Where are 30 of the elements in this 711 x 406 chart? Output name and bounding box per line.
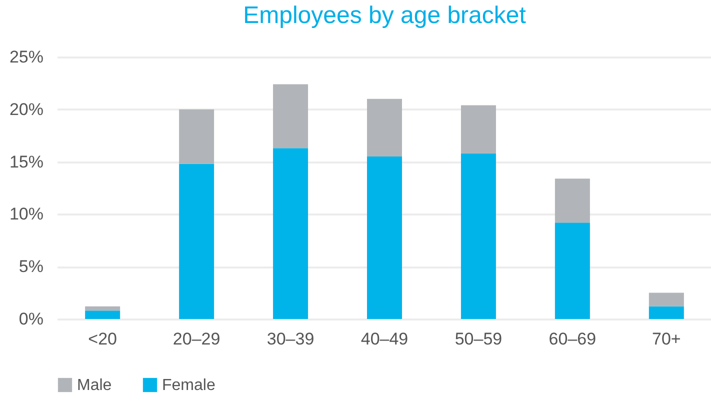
bar: [179, 109, 214, 164]
legend-label: Male: [77, 377, 112, 394]
y-tick-label: 20%: [9, 100, 44, 119]
x-tick-label: 60–69: [548, 330, 596, 348]
x-tick-label: 70+: [652, 330, 681, 348]
y-tick-label: 25%: [9, 48, 44, 66]
bar: [85, 306, 120, 311]
bar: [648, 292, 684, 306]
bar: [460, 153, 496, 319]
bar: [460, 105, 496, 154]
chart-title: Employees by age bracket: [243, 2, 526, 29]
x-tick-label: 40–49: [360, 330, 408, 348]
x-tick-label: 20–29: [172, 330, 220, 348]
bar: [367, 98, 402, 157]
legend-label: Female: [162, 377, 216, 394]
bar: [273, 148, 308, 319]
y-tick-label: 15%: [9, 152, 44, 172]
bar: [273, 84, 308, 148]
bar: [554, 178, 590, 223]
bar: [179, 164, 214, 319]
x-tick-label: 50–59: [454, 330, 502, 348]
bar: [367, 156, 402, 319]
y-tick-label: 10%: [9, 204, 44, 224]
bar: [554, 222, 590, 319]
bar: [648, 306, 684, 319]
y-tick-label: 5%: [18, 257, 44, 276]
bar: [85, 310, 120, 319]
x-tick-label: 30–39: [266, 330, 314, 348]
x-tick-label: <20: [88, 330, 117, 348]
y-tick-label: 0%: [18, 310, 44, 328]
